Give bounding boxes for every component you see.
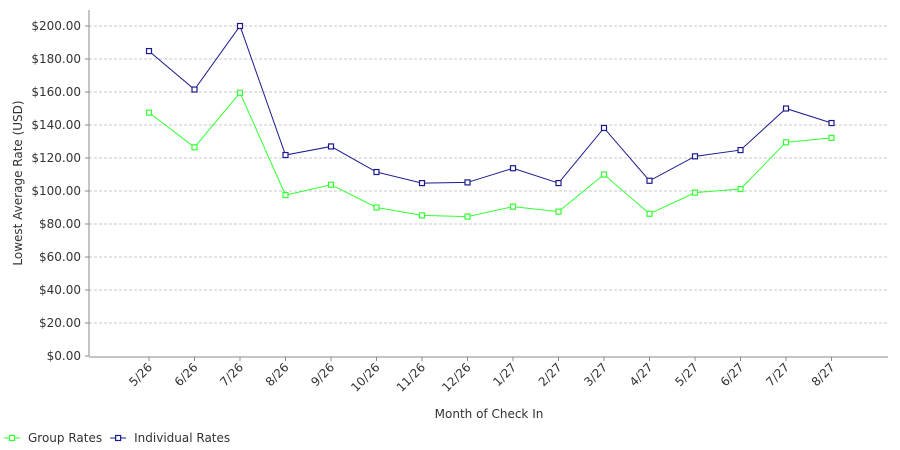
data-point-individual-rates bbox=[555, 179, 562, 187]
data-point-individual-rates bbox=[828, 119, 835, 127]
x-tick-label: 6/27 bbox=[718, 360, 747, 389]
x-tick-label: 7/26 bbox=[217, 360, 246, 389]
y-tick-label: $200.00 bbox=[31, 19, 81, 33]
axes bbox=[88, 10, 888, 358]
data-point-group-rates bbox=[555, 208, 562, 215]
data-point-group-rates bbox=[737, 185, 744, 193]
x-tick-label: 3/27 bbox=[581, 360, 610, 389]
data-point-individual-rates bbox=[236, 22, 244, 30]
x-tick-label: 11/26 bbox=[394, 360, 428, 394]
data-point-group-rates bbox=[373, 204, 380, 211]
y-tick-label: $100.00 bbox=[31, 184, 81, 198]
y-axis-ticks: $0.00 $20.00 $40.00 $60.00 $80.00 $100.00 $120… bbox=[31, 19, 89, 363]
data-point-individual-rates bbox=[191, 86, 198, 93]
data-point-individual-rates bbox=[737, 146, 744, 154]
data-point-group-rates bbox=[600, 171, 608, 178]
y-tick-label: $0.00 bbox=[47, 349, 81, 363]
x-axis-title: Month of Check In bbox=[435, 407, 544, 421]
legend-entry-label: Group Rates bbox=[28, 431, 102, 445]
x-axis-ticks: 5/26 6/26 7/26 8/26 9/26 10/26 11/26 12/26 1/27 2… bbox=[126, 357, 838, 395]
data-point-individual-rates bbox=[145, 47, 153, 55]
data-point-group-rates bbox=[782, 139, 790, 146]
x-tick-label: 8/27 bbox=[809, 360, 838, 389]
y-tick-label: $180.00 bbox=[31, 52, 81, 66]
y-tick-label: $40.00 bbox=[39, 283, 81, 297]
y-tick-label: $160.00 bbox=[31, 85, 81, 99]
y-tick-label: $20.00 bbox=[39, 316, 81, 330]
x-tick-label: 7/27 bbox=[763, 360, 792, 389]
y-tick-label: $120.00 bbox=[31, 151, 81, 165]
legend: Group Rates Individual Rates bbox=[4, 431, 230, 445]
x-tick-label: 2/27 bbox=[536, 360, 565, 389]
data-point-group-rates bbox=[327, 181, 335, 188]
data-point-group-rates bbox=[418, 212, 426, 219]
series-group bbox=[145, 22, 835, 220]
data-point-group-rates bbox=[464, 213, 471, 220]
legend-entry-label: Individual Rates bbox=[134, 431, 230, 445]
legend-marker bbox=[8, 434, 16, 442]
data-point-group-rates bbox=[282, 192, 289, 199]
x-tick-label: 6/26 bbox=[172, 360, 201, 389]
x-tick-label: 5/26 bbox=[126, 360, 155, 389]
data-point-individual-rates bbox=[373, 168, 380, 176]
x-tick-label: 1/27 bbox=[490, 360, 519, 389]
data-point-group-rates bbox=[236, 89, 244, 96]
data-point-individual-rates bbox=[782, 105, 790, 112]
data-point-group-rates bbox=[828, 134, 835, 141]
data-point-group-rates bbox=[145, 109, 153, 116]
series-line-individual-rates bbox=[148, 24, 832, 184]
x-tick-label: 5/27 bbox=[672, 360, 701, 389]
data-point-individual-rates bbox=[282, 151, 289, 159]
data-point-group-rates bbox=[691, 189, 699, 196]
data-point-individual-rates bbox=[418, 179, 426, 187]
x-tick-label: 12/26 bbox=[439, 360, 473, 394]
x-tick-label: 9/26 bbox=[308, 360, 337, 389]
data-point-individual-rates bbox=[464, 179, 471, 186]
x-tick-label: 10/26 bbox=[348, 360, 382, 394]
y-axis-title: Lowest Average Rate (USD) bbox=[11, 100, 25, 265]
data-point-individual-rates bbox=[646, 177, 653, 184]
x-tick-label: 8/26 bbox=[263, 360, 292, 389]
gridlines bbox=[89, 25, 888, 324]
x-tick-label: 4/27 bbox=[627, 360, 656, 389]
y-tick-label: $140.00 bbox=[31, 118, 81, 132]
data-point-group-rates bbox=[191, 144, 198, 151]
data-point-individual-rates bbox=[691, 153, 699, 160]
data-point-individual-rates bbox=[600, 124, 608, 132]
legend-marker bbox=[115, 434, 122, 442]
data-point-group-rates bbox=[646, 210, 653, 217]
data-point-group-rates bbox=[509, 203, 517, 210]
y-tick-label: $60.00 bbox=[39, 250, 81, 264]
data-point-individual-rates bbox=[327, 143, 335, 150]
series-line-group-rates bbox=[148, 91, 832, 218]
data-point-individual-rates bbox=[509, 165, 517, 172]
y-tick-label: $80.00 bbox=[39, 217, 81, 231]
